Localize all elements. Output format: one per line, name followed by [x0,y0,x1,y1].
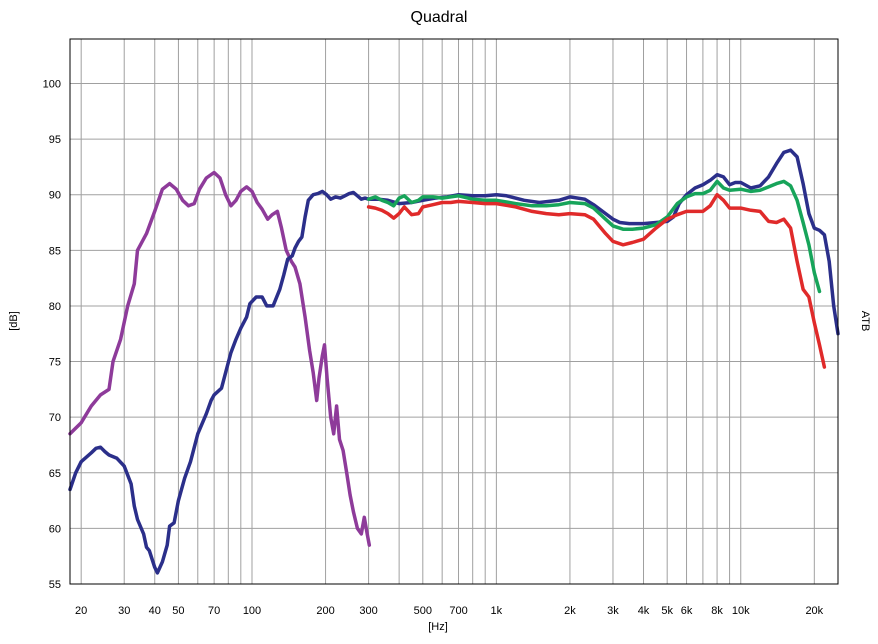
x-tick-label: 8k [711,605,723,617]
x-tick-label: 10k [732,605,750,617]
series-line-4 [366,192,827,369]
x-tick-label: 4k [638,605,650,617]
x-tick-label: 200 [316,605,334,617]
y-tick-label: 90 [49,190,61,202]
x-tick-label: 50 [172,605,184,617]
y-tick-label: 100 [43,78,61,90]
x-tick-label: 300 [359,605,377,617]
x-tick-label: 20 [75,605,87,617]
y-tick-label: 85 [49,245,61,257]
y-tick-label: 95 [49,134,61,146]
y-tick-label: 80 [49,301,61,313]
tick-labels: 55 60 65 70 75 80 85 90 95 100 20 30 40 50 70 100 200 300… [43,78,824,617]
plot-frame [69,38,839,585]
y-tick-label: 55 [49,579,61,591]
x-tick-label: 700 [449,605,467,617]
series-lines [68,148,840,575]
x-tick-label: 500 [414,605,432,617]
y-tick-label: 60 [49,523,61,535]
chart-title: Quadral [410,9,468,26]
series-line-3 [366,179,822,294]
y-tick-label: 75 [49,357,61,369]
x-tick-label: 100 [243,605,261,617]
x-tick-label: 70 [208,605,220,617]
x-axis-label: [Hz] [428,621,448,633]
x-tick-label: 3k [607,605,619,617]
x-tick-label: 1k [491,605,503,617]
x-tick-label: 40 [149,605,161,617]
x-tick-label: 20k [805,605,823,617]
grid [70,39,838,585]
x-tick-label: 6k [681,605,693,617]
x-tick-label: 5k [661,605,673,617]
series-line-1 [68,170,372,547]
x-tick-label: 30 [118,605,130,617]
series-line-2 [68,148,840,575]
x-tick-label: 2k [564,605,576,617]
y-tick-label: 70 [49,412,61,424]
y-tick-label: 65 [49,468,61,480]
